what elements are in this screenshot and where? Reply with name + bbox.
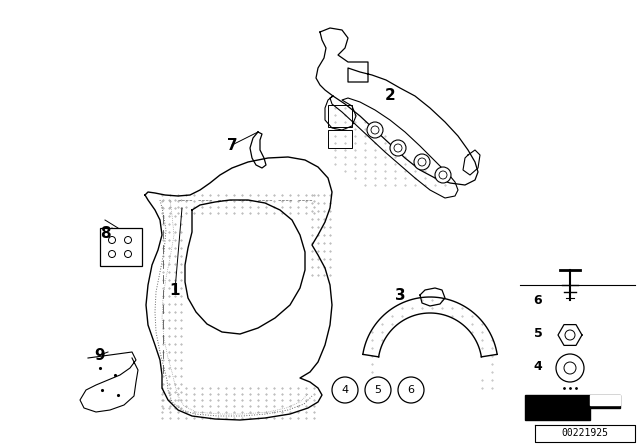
Text: 1: 1 [170, 283, 180, 297]
Text: 9: 9 [95, 348, 106, 362]
Circle shape [418, 158, 426, 166]
Circle shape [367, 122, 383, 138]
Text: 4: 4 [534, 359, 542, 372]
Text: 8: 8 [100, 225, 110, 241]
Circle shape [371, 126, 379, 134]
Text: 00221925: 00221925 [561, 428, 609, 438]
Text: 6: 6 [408, 385, 415, 395]
Text: 3: 3 [395, 288, 405, 302]
Circle shape [414, 154, 430, 170]
Text: 7: 7 [227, 138, 237, 152]
Bar [328, 130, 352, 148]
Text: 4: 4 [341, 385, 349, 395]
Text: 5: 5 [534, 327, 542, 340]
Polygon shape [525, 395, 620, 420]
Bar [100, 228, 142, 266]
Circle shape [435, 167, 451, 183]
Circle shape [394, 144, 402, 152]
Circle shape [390, 140, 406, 156]
Bar [328, 105, 352, 127]
Circle shape [556, 354, 584, 382]
Circle shape [365, 377, 391, 403]
Text: 2: 2 [385, 87, 396, 103]
Circle shape [439, 171, 447, 179]
Text: 5: 5 [374, 385, 381, 395]
Circle shape [332, 377, 358, 403]
Polygon shape [590, 395, 620, 405]
Text: 6: 6 [534, 293, 542, 306]
Circle shape [398, 377, 424, 403]
